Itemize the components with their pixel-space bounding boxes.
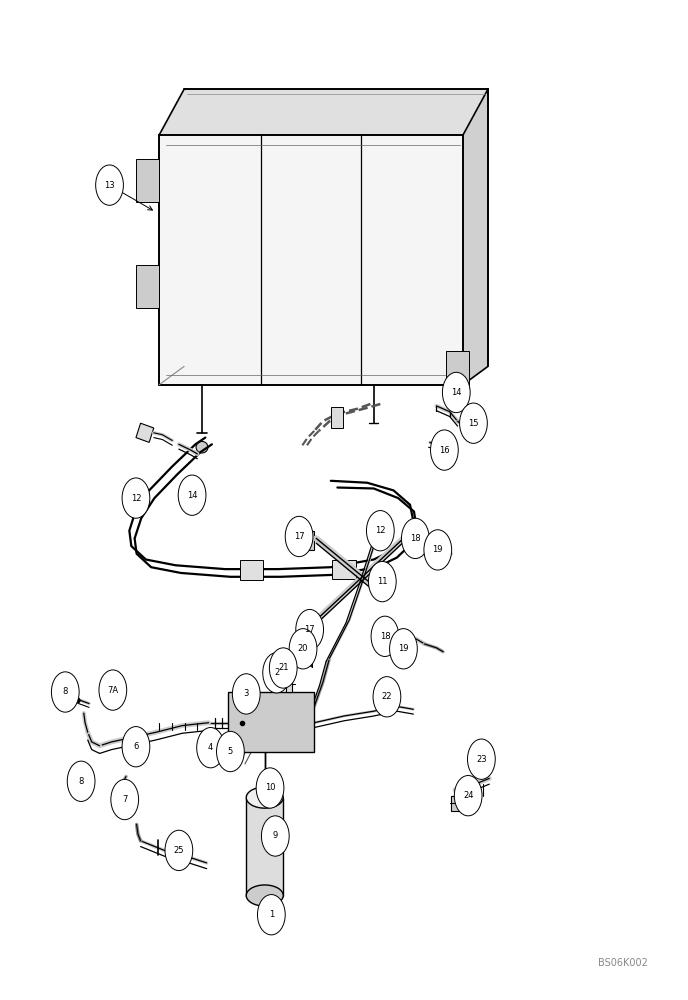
Circle shape xyxy=(431,430,458,470)
Text: 2: 2 xyxy=(274,668,279,677)
Circle shape xyxy=(442,372,470,413)
Circle shape xyxy=(270,648,297,688)
Polygon shape xyxy=(308,531,314,550)
Circle shape xyxy=(373,677,401,717)
Circle shape xyxy=(52,672,79,712)
Circle shape xyxy=(468,739,495,779)
Polygon shape xyxy=(159,89,488,135)
Circle shape xyxy=(217,731,244,772)
Text: 19: 19 xyxy=(398,644,409,653)
Text: 16: 16 xyxy=(439,446,450,455)
Circle shape xyxy=(67,761,95,801)
Text: 18: 18 xyxy=(380,632,390,641)
Circle shape xyxy=(389,629,418,669)
Text: 9: 9 xyxy=(272,831,278,840)
Circle shape xyxy=(111,779,138,820)
Polygon shape xyxy=(246,798,283,896)
Text: 14: 14 xyxy=(187,491,197,500)
Text: 6: 6 xyxy=(133,742,139,751)
Circle shape xyxy=(99,670,127,710)
Text: 3: 3 xyxy=(244,689,249,698)
Text: 20: 20 xyxy=(298,644,308,653)
Circle shape xyxy=(402,518,429,559)
Circle shape xyxy=(460,403,487,443)
Text: 25: 25 xyxy=(173,846,184,855)
Circle shape xyxy=(96,165,123,205)
Circle shape xyxy=(122,478,150,518)
Text: 24: 24 xyxy=(463,791,473,800)
Polygon shape xyxy=(136,159,159,202)
Text: 10: 10 xyxy=(265,784,275,792)
Text: 19: 19 xyxy=(433,545,443,554)
Text: 11: 11 xyxy=(377,577,387,586)
Polygon shape xyxy=(136,265,159,308)
Text: 4: 4 xyxy=(208,743,213,752)
Text: 5: 5 xyxy=(228,747,233,756)
Text: 21: 21 xyxy=(278,664,288,672)
Circle shape xyxy=(165,830,193,871)
Polygon shape xyxy=(331,407,343,428)
Circle shape xyxy=(263,653,290,693)
Circle shape xyxy=(369,561,396,602)
Circle shape xyxy=(256,768,284,808)
Polygon shape xyxy=(239,560,264,580)
Circle shape xyxy=(296,609,323,650)
Circle shape xyxy=(257,895,286,935)
Polygon shape xyxy=(136,423,154,442)
Polygon shape xyxy=(286,678,292,692)
Text: 12: 12 xyxy=(131,494,141,503)
Circle shape xyxy=(367,511,394,551)
Text: 23: 23 xyxy=(476,755,486,764)
Polygon shape xyxy=(447,351,469,390)
Circle shape xyxy=(371,616,399,656)
Text: 22: 22 xyxy=(382,692,392,701)
Text: 7A: 7A xyxy=(107,686,118,695)
Text: 12: 12 xyxy=(375,526,385,535)
Polygon shape xyxy=(451,796,463,811)
Circle shape xyxy=(424,530,451,570)
Circle shape xyxy=(122,727,150,767)
Circle shape xyxy=(197,728,224,768)
Polygon shape xyxy=(332,560,356,579)
Polygon shape xyxy=(463,89,488,385)
Polygon shape xyxy=(308,627,314,646)
Text: BS06K002: BS06K002 xyxy=(598,958,648,968)
Ellipse shape xyxy=(246,787,283,808)
Text: 7: 7 xyxy=(122,795,127,804)
Circle shape xyxy=(233,674,260,714)
Text: 17: 17 xyxy=(304,625,315,634)
Circle shape xyxy=(261,816,289,856)
Text: 8: 8 xyxy=(78,777,84,786)
Text: 17: 17 xyxy=(294,532,304,541)
Text: 13: 13 xyxy=(104,181,115,190)
Circle shape xyxy=(178,475,206,515)
Ellipse shape xyxy=(196,441,208,453)
Text: 8: 8 xyxy=(63,688,68,696)
Text: 14: 14 xyxy=(451,388,462,397)
Text: 1: 1 xyxy=(269,910,274,919)
Polygon shape xyxy=(159,135,463,385)
Circle shape xyxy=(286,516,313,557)
Polygon shape xyxy=(228,692,314,752)
Circle shape xyxy=(454,776,482,816)
Text: 18: 18 xyxy=(410,534,420,543)
Ellipse shape xyxy=(246,885,283,906)
Circle shape xyxy=(289,629,317,669)
Text: 15: 15 xyxy=(469,419,479,428)
